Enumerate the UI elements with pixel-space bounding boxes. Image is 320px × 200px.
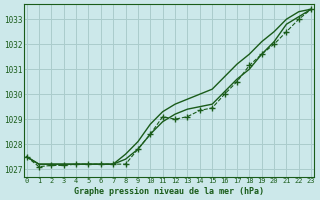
X-axis label: Graphe pression niveau de la mer (hPa): Graphe pression niveau de la mer (hPa) <box>74 187 264 196</box>
